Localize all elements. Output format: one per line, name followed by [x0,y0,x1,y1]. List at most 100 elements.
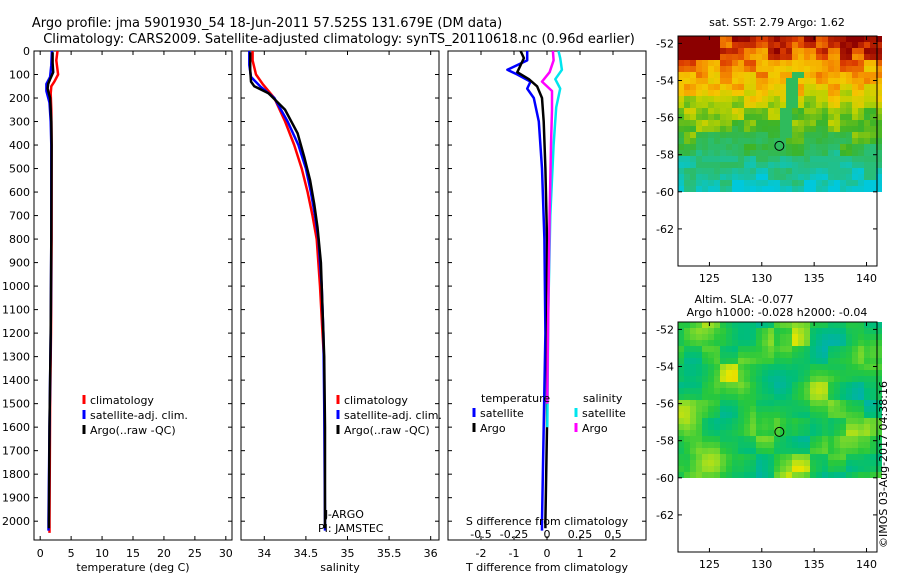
heatmap-cell [828,430,834,436]
heatmap-cell [702,400,708,406]
heatmap-cell [684,454,690,460]
heatmap-cell [684,472,690,478]
heatmap-cell [822,328,828,334]
heatmap-cell [762,60,768,66]
heatmap-cell [792,54,798,60]
heatmap-cell [726,168,732,174]
legend-label: climatology [344,394,408,407]
heatmap-cell [876,150,882,156]
heatmap-cell [810,334,816,340]
heatmap-cell [840,162,846,168]
heatmap-cell [810,54,816,60]
heatmap-cell [726,108,732,114]
heatmap-cell [762,322,768,328]
map-x-tick-label: 135 [804,558,825,571]
heatmap-cell [738,328,744,334]
heatmap-cell [708,418,714,424]
heatmap-cell [786,36,792,42]
x-tick-label: 36 [424,547,438,560]
heatmap-cell [780,352,786,358]
heatmap-cell [858,186,864,192]
heatmap-cell [714,102,720,108]
heatmap-cell [690,358,696,364]
heatmap-cell [708,358,714,364]
heatmap-cell [714,472,720,478]
heatmap-cell [798,418,804,424]
heatmap-cell [876,430,882,436]
heatmap-cell [744,436,750,442]
heatmap-cell [690,60,696,66]
heatmap-cell [756,120,762,126]
heatmap-cell [756,466,762,472]
heatmap-cell [804,132,810,138]
heatmap-cell [702,60,708,66]
heatmap-cell [846,72,852,78]
heatmap-cell [720,54,726,60]
heatmap-cell [876,186,882,192]
heatmap-cell [840,102,846,108]
heatmap-cell [714,120,720,126]
heatmap-cell [720,382,726,388]
heatmap-cell [690,370,696,376]
heatmap-cell [726,162,732,168]
heatmap-cell [858,328,864,334]
heatmap-cell [714,150,720,156]
heatmap-cell [750,454,756,460]
heatmap-cell [678,460,684,466]
heatmap-cell [744,472,750,478]
heatmap-cell [852,42,858,48]
heatmap-cell [870,96,876,102]
heatmap-cell [726,132,732,138]
heatmap-cell [810,400,816,406]
heatmap-cell [768,90,774,96]
heatmap-cell [858,382,864,388]
heatmap-cell [840,78,846,84]
heatmap-cell [690,460,696,466]
heatmap-cell [786,460,792,466]
heatmap-cell [840,42,846,48]
heatmap-cell [846,322,852,328]
heatmap-cell [858,168,864,174]
heatmap-cell [726,460,732,466]
heatmap-cell [804,388,810,394]
heatmap-cell [762,364,768,370]
heatmap-cell [816,340,822,346]
heatmap-cell [876,322,882,328]
heatmap-cell [876,42,882,48]
heatmap-cell [756,394,762,400]
heatmap-cell [726,60,732,66]
heatmap-cell [840,36,846,42]
heatmap-cell [756,322,762,328]
heatmap-cell [846,162,852,168]
depth-tick-label: 800 [9,233,30,246]
heatmap-cell [858,364,864,370]
heatmap-cell [792,346,798,352]
heatmap-cell [678,96,684,102]
heatmap-cell [816,382,822,388]
heatmap-cell [798,370,804,376]
heatmap-cell [684,430,690,436]
heatmap-cell [684,358,690,364]
heatmap-cell [864,382,870,388]
heatmap-cell [798,364,804,370]
heatmap-cell [870,120,876,126]
heatmap-cell [690,454,696,460]
heatmap-cell [720,454,726,460]
heatmap-cell [708,472,714,478]
heatmap-cell [690,394,696,400]
heatmap-cell [816,174,822,180]
heatmap-cell [858,322,864,328]
heatmap-cell [762,418,768,424]
heatmap-cell [684,352,690,358]
heatmap-cell [828,436,834,442]
heatmap-cell [852,340,858,346]
heatmap-cell [870,442,876,448]
heatmap-cell [714,156,720,162]
heatmap-cell [684,382,690,388]
heatmap-cell [816,436,822,442]
heatmap-cell [714,162,720,168]
heatmap-cell [750,442,756,448]
heatmap-cell [846,48,852,54]
heatmap-cell [738,424,744,430]
heatmap-cell [750,42,756,48]
